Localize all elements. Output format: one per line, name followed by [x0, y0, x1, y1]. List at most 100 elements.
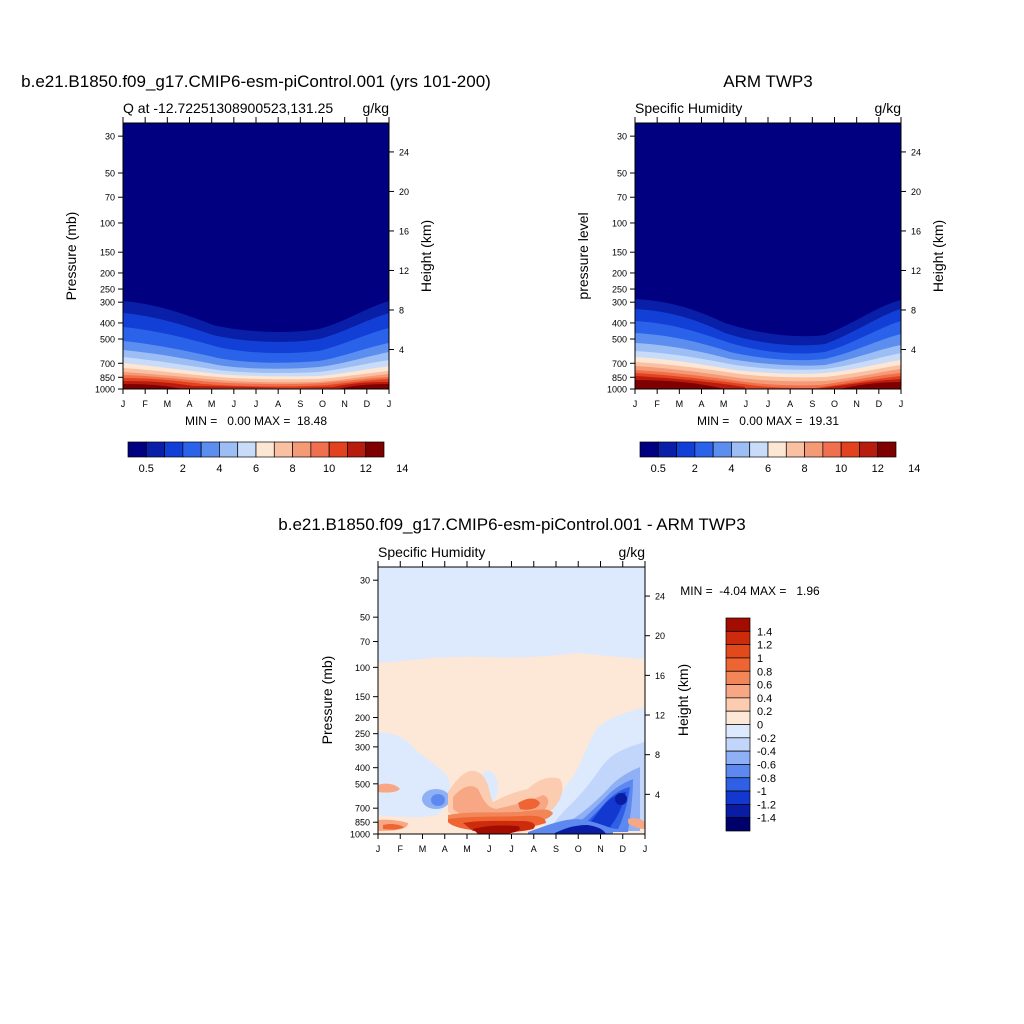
panel1-main-title: b.e21.B1850.f09_g17.CMIP6-esm-piControl.… — [21, 72, 491, 91]
panel3-colorbar-box — [725, 617, 751, 632]
panel3-band-1 — [378, 567, 645, 663]
panel2-colorbar-label: 10 — [835, 463, 847, 475]
panel3-ytick-label: 1000 — [350, 830, 370, 840]
panel3-xtick-label: D — [620, 844, 627, 854]
panel1-xtick-label: D — [364, 399, 371, 409]
panel2-ytick-label: 850 — [612, 373, 627, 383]
panel2-colorbar-box — [822, 441, 842, 458]
panel2-colorbar-box — [676, 441, 696, 458]
panel3-colorbar-box — [725, 697, 751, 712]
panel2-xtick-label: J — [744, 399, 749, 409]
panel1-xtick-label: M — [164, 399, 172, 409]
panel2-y2tick-label: 20 — [911, 187, 921, 197]
panel3-colorbar-label: 0.4 — [757, 693, 772, 705]
panel3-colorbar-box — [725, 684, 751, 699]
panel3-colorbar-box — [725, 670, 751, 685]
panel1-colorbar-label: 14 — [396, 463, 408, 475]
panel3-xtick-label: M — [463, 844, 471, 854]
panel2-xtick-label: D — [876, 399, 883, 409]
panel3-band-20 — [473, 825, 520, 834]
panel1-left-subtitle: Q at -12.72251308900523,131.25 — [123, 100, 333, 116]
panel1-y2tick-label: 16 — [399, 226, 409, 236]
panel3-xtick-label: J — [487, 844, 492, 854]
panel2-colorbar-box — [657, 441, 677, 458]
panel3-xtick-label: J — [509, 844, 514, 854]
panel2-colorbar-label: 0.5 — [651, 463, 666, 475]
panel1-right-subtitle: g/kg — [363, 100, 389, 116]
panel3-colorbar-box — [725, 804, 751, 819]
panel3-colorbar-label: -0.8 — [757, 773, 776, 785]
panel2-y2tick-label: 4 — [911, 345, 916, 355]
panel3-ytick-label: 200 — [355, 713, 370, 723]
panel2-xtick-label: J — [766, 399, 771, 409]
panel1-colorbar-box — [273, 441, 293, 458]
panel3-y2tick-label: 20 — [655, 631, 665, 641]
panel2-colorbar-box — [694, 441, 714, 458]
panel3-band-11 — [553, 825, 606, 834]
panel1-xtick-label: A — [275, 399, 281, 409]
panel1-colorbar-box — [237, 441, 257, 458]
panel2-xtick-label: S — [809, 399, 815, 409]
panel3-colorbar-label: -1.4 — [757, 813, 776, 825]
panel2-colorbar-box — [749, 441, 769, 458]
panel1-colorbar-label: 8 — [290, 463, 296, 475]
panel2-right-subtitle: g/kg — [875, 100, 901, 116]
panel3-min-max: MIN = -4.04 MAX = 1.96 — [680, 584, 820, 598]
panel3-colorbar-label: -1 — [757, 786, 767, 798]
panel1-min-max: MIN = 0.00 MAX = 18.48 — [185, 414, 327, 428]
panel2-colorbar-box — [785, 441, 805, 458]
panel1-colorbar-box — [292, 441, 312, 458]
panel1-colorbar-label: 12 — [360, 463, 372, 475]
panel2-ytick-label: 700 — [612, 359, 627, 369]
panel3-colorbar-label: 1.4 — [757, 626, 772, 638]
panel2-ytick-label: 70 — [617, 193, 627, 203]
panel2-colorbar-label: 12 — [872, 463, 884, 475]
panel3-colorbar-box — [725, 644, 751, 659]
panel3-left-subtitle: Specific Humidity — [378, 544, 485, 560]
panel2-colorbar-box — [712, 441, 732, 458]
panel3-ytick-label: 300 — [355, 742, 370, 752]
panel2-y2tick-label: 24 — [911, 147, 921, 157]
panel1-ytick-label: 700 — [100, 359, 115, 369]
panel3-colorbar-label: -0.6 — [757, 759, 776, 771]
panel1-ytick-label: 400 — [100, 318, 115, 328]
panel1-y2tick-label: 4 — [399, 345, 404, 355]
panel3-y2label: Height (km) — [675, 664, 691, 736]
panel1-ytick-label: 50 — [105, 168, 115, 178]
panel1-colorbar-box — [219, 441, 239, 458]
panel2-xtick-label: J — [899, 399, 904, 409]
panel3-plot-area — [378, 567, 645, 834]
panel2-colorbar-label: 4 — [728, 463, 734, 475]
panel1-y2tick-label: 8 — [399, 305, 404, 315]
panel3-xtick-label: J — [643, 844, 648, 854]
panel3-colorbar-box — [725, 764, 751, 779]
panel3-colorbar-label: 0 — [757, 720, 763, 732]
panel-difference: b.e21.B1850.f09_g17.CMIP6-esm-piControl.… — [278, 515, 820, 854]
panel2-ytick-label: 200 — [612, 268, 627, 278]
panel1-colorbar-box — [182, 441, 202, 458]
panel3-band-24 — [518, 798, 540, 810]
panel1-band-14 — [338, 384, 389, 389]
panel1-colorbar-box — [200, 441, 220, 458]
panel3-colorbar-box — [725, 737, 751, 752]
panel2-ytick-label: 500 — [612, 335, 627, 345]
panel3-colorbar-label: -1.2 — [757, 799, 776, 811]
panel2-ytick-label: 150 — [612, 248, 627, 258]
panel2-xtick-label: A — [787, 399, 793, 409]
panel3-colorbar-box — [725, 817, 751, 832]
panel1-colorbar-box — [145, 441, 165, 458]
panel1-xtick-label: J — [387, 399, 392, 409]
panel2-xtick-label: M — [720, 399, 728, 409]
panel2-band-14 — [635, 380, 725, 389]
panel3-ytick-label: 150 — [355, 692, 370, 702]
panel1-colorbar-label: 10 — [323, 463, 335, 475]
panel3-y2tick-label: 4 — [655, 790, 660, 800]
panel1-colorbar-box — [365, 441, 385, 458]
panel3-colorbar: 1.41.210.80.60.40.20-0.2-0.4-0.6-0.8-1-1… — [725, 617, 776, 832]
panel2-y2tick-label: 16 — [911, 226, 921, 236]
panel3-xtick-label: A — [531, 844, 537, 854]
panel2-min-max: MIN = 0.00 MAX = 19.31 — [697, 414, 839, 428]
panel3-y2tick-label: 24 — [655, 592, 665, 602]
panel2-xtick-label: M — [676, 399, 684, 409]
panel1-plot-area — [123, 123, 389, 389]
